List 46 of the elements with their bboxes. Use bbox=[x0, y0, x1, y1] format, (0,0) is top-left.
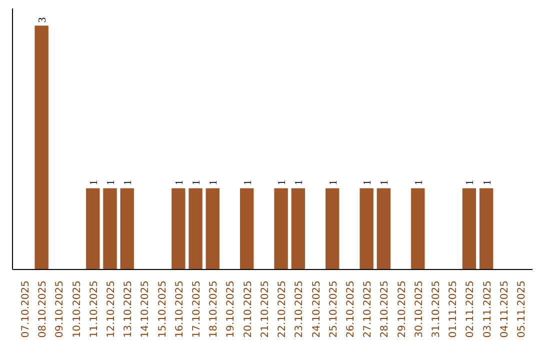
data-label: 1 bbox=[328, 180, 340, 186]
data-label: 1 bbox=[362, 180, 374, 186]
data-label: 1 bbox=[414, 180, 425, 186]
data-label: 1 bbox=[106, 180, 117, 186]
x-tick-label: 22.10.2025 bbox=[277, 280, 288, 338]
data-label: 1 bbox=[242, 180, 254, 186]
x-tick-label: 15.10.2025 bbox=[157, 280, 168, 338]
x-tick-label: 04.11.2025 bbox=[499, 280, 510, 338]
x-tick-label: 23.10.2025 bbox=[294, 280, 306, 338]
data-label: 1 bbox=[277, 180, 288, 186]
x-tick-label: 11.10.2025 bbox=[88, 280, 100, 338]
data-label: 1 bbox=[380, 180, 391, 186]
x-tick-label: 05.11.2025 bbox=[516, 280, 528, 338]
x-tick-label: 30.10.2025 bbox=[414, 280, 425, 338]
x-tick-label: 29.10.2025 bbox=[396, 280, 408, 338]
x-tick-label: 20.10.2025 bbox=[242, 280, 254, 338]
x-tick-label: 18.10.2025 bbox=[208, 280, 220, 338]
x-tick-label: 02.11.2025 bbox=[465, 280, 476, 338]
x-tick-label: 01.11.2025 bbox=[448, 280, 460, 338]
data-label: 1 bbox=[174, 180, 186, 186]
x-tick-label: 31.10.2025 bbox=[431, 280, 442, 338]
x-tick-label: 08.10.2025 bbox=[38, 280, 49, 338]
x-tick-label: 19.10.2025 bbox=[226, 280, 237, 338]
x-tick-label: 03.11.2025 bbox=[482, 280, 494, 338]
data-label: 1 bbox=[482, 180, 494, 186]
x-tick-label: 21.10.2025 bbox=[260, 280, 271, 338]
x-tick-label: 24.10.2025 bbox=[311, 280, 322, 338]
data-label: 1 bbox=[465, 180, 476, 186]
x-tick-label: 28.10.2025 bbox=[380, 280, 391, 338]
x-tick-label: 17.10.2025 bbox=[192, 280, 203, 338]
x-tick-label: 16.10.2025 bbox=[174, 280, 186, 338]
x-tick-label: 14.10.2025 bbox=[140, 280, 152, 338]
x-tick-label: 26.10.2025 bbox=[345, 280, 356, 338]
x-tick-label: 10.10.2025 bbox=[72, 280, 83, 338]
x-tick-label: 25.10.2025 bbox=[328, 280, 340, 338]
data-label: 1 bbox=[88, 180, 100, 186]
data-label: 1 bbox=[192, 180, 203, 186]
data-label: 3 bbox=[38, 17, 49, 23]
x-tick-label: 13.10.2025 bbox=[123, 280, 134, 338]
x-tick-label: 09.10.2025 bbox=[54, 280, 66, 338]
data-label: 1 bbox=[294, 180, 306, 186]
x-tick-label: 27.10.2025 bbox=[362, 280, 374, 338]
x-tick-label: 12.10.2025 bbox=[106, 280, 117, 338]
x-tick-label: 07.10.2025 bbox=[20, 280, 32, 338]
data-label: 1 bbox=[208, 180, 220, 186]
data-label: 1 bbox=[123, 180, 134, 186]
